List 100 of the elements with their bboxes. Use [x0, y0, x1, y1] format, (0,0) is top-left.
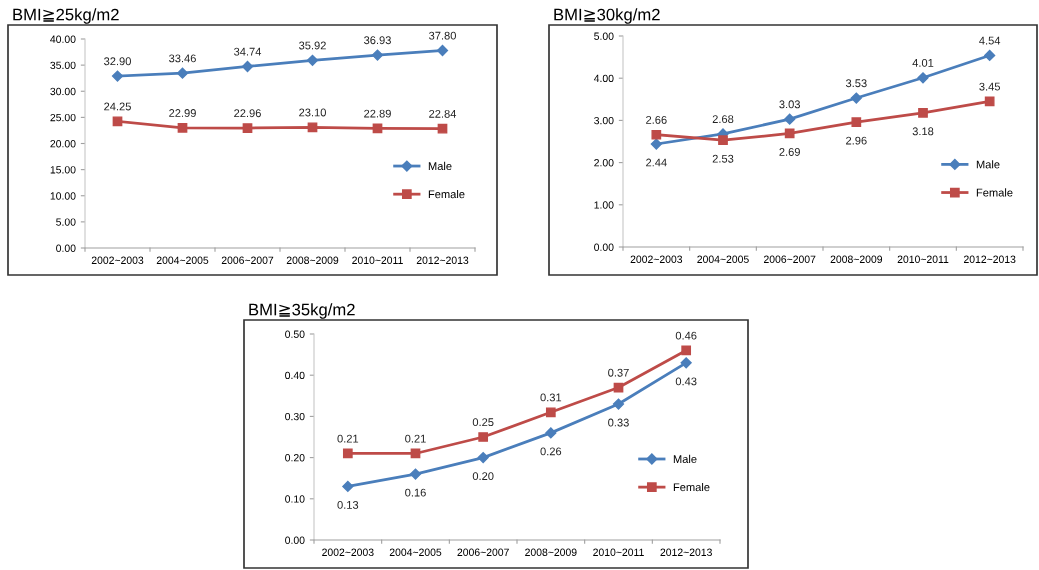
- data-label: 22.84: [429, 109, 457, 118]
- x-tick-label: 2012~2013: [660, 548, 712, 556]
- data-label: 35.92: [299, 41, 326, 50]
- x-tick-label: 2008~2009: [525, 548, 577, 556]
- data-label: 0.26: [540, 447, 562, 456]
- point: [409, 468, 422, 480]
- y-tick-label: 0.30: [285, 412, 305, 421]
- x-tick-label: 2010~2011: [593, 548, 644, 556]
- y-tick-label: 5.00: [56, 218, 76, 226]
- x-tick-label: 2004~2005: [156, 256, 209, 264]
- data-label: 0.16: [405, 488, 426, 497]
- x-tick-label: 2006~2007: [457, 548, 509, 556]
- data-label: 3.18: [912, 127, 934, 136]
- data-label: 0.31: [540, 393, 562, 402]
- data-label: 0.37: [608, 368, 629, 377]
- point: [612, 398, 625, 410]
- x-tick-label: 2010~2011: [352, 256, 403, 264]
- x-tick-label: 2004~2005: [697, 255, 749, 263]
- x-tick-label: 2006~2007: [763, 255, 816, 263]
- data-label: 2.69: [779, 148, 800, 156]
- data-label: 0.33: [608, 418, 629, 427]
- y-tick-label: 0.00: [56, 244, 76, 252]
- data-label: 32.90: [104, 57, 131, 66]
- point: [784, 113, 796, 125]
- data-label: 22.96: [234, 109, 261, 118]
- data-label: 0.43: [675, 377, 697, 386]
- x-tick-label: 2006~2007: [221, 256, 274, 264]
- point: [850, 92, 862, 104]
- point: [436, 44, 449, 57]
- point: [478, 432, 489, 442]
- point: [242, 123, 253, 133]
- point: [784, 128, 795, 139]
- y-tick-label: 0.50: [285, 330, 305, 338]
- point: [342, 480, 354, 493]
- data-label: 3.45: [979, 82, 1001, 91]
- y-tick-label: 1.00: [594, 201, 614, 209]
- point: [545, 407, 556, 418]
- data-label: 0.21: [405, 434, 426, 443]
- legend-label: Male: [673, 454, 697, 463]
- point: [307, 122, 318, 133]
- x-tick-label: 2002~2003: [630, 255, 683, 263]
- legend-label: Male: [428, 161, 452, 171]
- y-tick-label: 0.20: [285, 454, 305, 462]
- point: [177, 123, 188, 133]
- point: [112, 116, 123, 127]
- point: [681, 345, 692, 356]
- point: [651, 129, 662, 140]
- y-tick-label: 4.00: [593, 74, 614, 83]
- y-tick-label: 20.00: [50, 140, 76, 148]
- chart-title: BMI≧35kg/m2: [249, 303, 355, 319]
- point: [680, 357, 692, 369]
- data-label: 0.46: [675, 331, 697, 340]
- data-label: 24.25: [104, 102, 131, 111]
- data-label: 2.53: [712, 154, 734, 163]
- data-label: 37.80: [429, 31, 456, 40]
- y-tick-label: 3.00: [594, 116, 614, 125]
- x-tick-label: 2004~2005: [389, 548, 442, 556]
- data-label: 4.54: [979, 36, 1001, 45]
- y-tick-label: 0.40: [285, 371, 305, 380]
- point: [306, 54, 319, 66]
- point: [984, 96, 995, 107]
- point: [545, 427, 557, 439]
- data-label: 0.21: [337, 434, 359, 443]
- x-tick-label: 2012~2013: [963, 255, 1016, 263]
- point: [650, 138, 662, 150]
- y-tick-label: 5.00: [594, 32, 614, 40]
- data-label: 0.13: [337, 501, 359, 509]
- data-label: 4.01: [912, 59, 934, 67]
- data-label: 3.53: [845, 79, 867, 88]
- data-label: 2.68: [712, 115, 734, 123]
- y-tick-label: 25.00: [50, 113, 76, 122]
- point: [111, 70, 124, 82]
- y-tick-label: 10.00: [50, 192, 76, 200]
- data-label: 22.89: [364, 109, 391, 118]
- y-tick-label: 2.00: [594, 159, 614, 167]
- data-label: 3.03: [779, 100, 800, 109]
- legend-label: Female: [428, 190, 465, 199]
- point: [371, 49, 384, 61]
- point: [176, 67, 189, 79]
- data-label: 22.99: [169, 109, 196, 117]
- point: [718, 135, 728, 146]
- legend-label: Female: [673, 482, 710, 492]
- y-tick-label: 0.10: [285, 495, 305, 503]
- point: [918, 107, 928, 118]
- y-tick-label: 0.00: [285, 536, 305, 544]
- x-tick-label: 2002~2003: [322, 548, 374, 556]
- point: [984, 49, 996, 62]
- point: [241, 60, 254, 73]
- y-tick-label: 30.00: [50, 87, 76, 96]
- y-tick-label: 35.00: [50, 61, 76, 69]
- data-label: 2.44: [646, 158, 667, 167]
- x-tick-label: 2002~2003: [91, 256, 144, 264]
- y-tick-label: 40.00: [50, 35, 76, 43]
- data-label: 2.66: [646, 115, 667, 124]
- point: [851, 117, 862, 127]
- data-label: 0.25: [472, 418, 494, 427]
- chart-title: BMI≧25kg/m2: [13, 8, 119, 24]
- legend-label: Female: [976, 188, 1013, 197]
- x-tick-label: 2008~2009: [830, 255, 883, 263]
- y-tick-label: 0.00: [594, 243, 614, 251]
